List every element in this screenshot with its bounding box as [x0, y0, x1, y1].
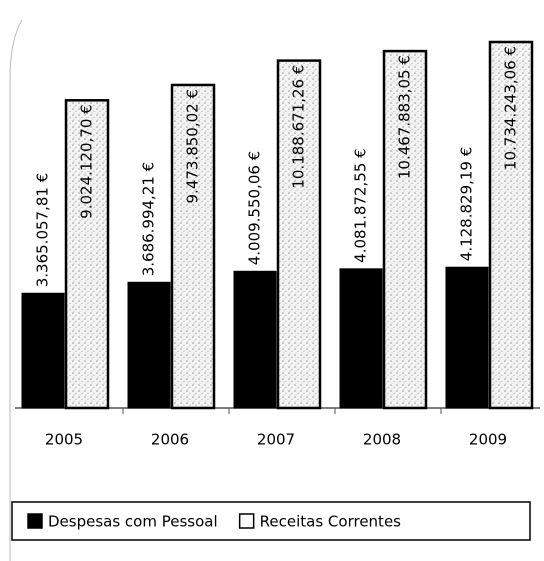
bar [21, 292, 65, 409]
bar [127, 281, 171, 409]
x-tick-label: 2009 [469, 431, 507, 449]
value-label: 4.009.550,06 € [246, 151, 264, 266]
bar [488, 40, 534, 410]
value-label: 3.686.994,21 € [140, 162, 158, 277]
value-label: 10.734.243,06 € [502, 46, 520, 170]
bar [170, 83, 216, 410]
value-label: 4.128.829,19 € [458, 147, 476, 262]
legend-box [11, 501, 531, 541]
value-label: 9.473.850,02 € [184, 89, 202, 204]
value-label: 9.024.120,70 € [78, 104, 96, 219]
bar [339, 268, 383, 409]
value-label: 4.081.872,55 € [352, 148, 370, 263]
bar [382, 49, 428, 410]
legend-swatch [238, 513, 255, 529]
legend-label: Despesas com Pessoal [48, 513, 218, 531]
value-label: 10.467.883,05 € [396, 55, 414, 179]
legend-label: Receitas Correntes [260, 513, 402, 531]
value-label: 3.365.057,81 € [34, 173, 52, 288]
bar [64, 99, 110, 410]
legend-swatch [27, 513, 43, 529]
x-tick-label: 2007 [257, 431, 295, 449]
x-tick-label: 2005 [45, 431, 83, 449]
bar [276, 59, 322, 410]
bar [445, 266, 489, 409]
frame-edge [9, 19, 23, 561]
value-label: 10.188.671,26 € [290, 65, 308, 189]
bar [233, 270, 277, 409]
x-tick-label: 2008 [363, 431, 401, 449]
x-tick-label: 2006 [151, 431, 189, 449]
